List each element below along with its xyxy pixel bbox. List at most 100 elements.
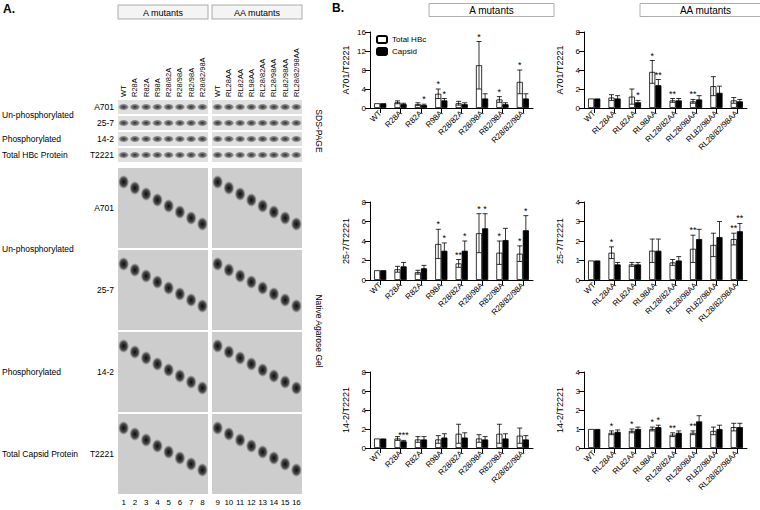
svg-text:14-2/T2221: 14-2/T2221 [555, 387, 565, 433]
svg-text:6: 6 [576, 47, 581, 56]
svg-text:2: 2 [133, 498, 138, 507]
svg-text:AA mutants: AA mutants [680, 5, 731, 16]
svg-text:*: * [422, 94, 426, 104]
svg-text:1: 1 [576, 425, 581, 434]
svg-text:**: ** [455, 250, 463, 260]
svg-text:2: 2 [576, 237, 581, 246]
svg-text:14-2/T2221: 14-2/T2221 [341, 387, 351, 433]
svg-text:2: 2 [576, 406, 581, 415]
svg-text:R28/82/98A: R28/82/98A [490, 108, 527, 145]
svg-text:***: *** [398, 430, 409, 440]
svg-text:A701/T2221: A701/T2221 [341, 45, 351, 94]
svg-text:WT: WT [582, 449, 597, 464]
svg-text:R28/82/98A: R28/82/98A [198, 57, 207, 97]
svg-text:*: * [518, 236, 522, 246]
svg-text:A701/T2221: A701/T2221 [555, 45, 565, 94]
svg-text:WT: WT [368, 109, 383, 124]
svg-text:2: 2 [362, 425, 367, 434]
svg-text:R28A: R28A [383, 280, 404, 301]
svg-text:*: * [436, 79, 440, 89]
svg-text:14-2: 14-2 [97, 367, 114, 377]
svg-text:25-7: 25-7 [97, 285, 114, 295]
svg-text:WT: WT [213, 85, 222, 97]
svg-text:*: * [650, 51, 654, 61]
svg-text:*: * [443, 233, 447, 243]
svg-text:12: 12 [357, 47, 366, 56]
svg-text:4: 4 [362, 406, 367, 415]
svg-text:3: 3 [576, 387, 581, 396]
svg-text:6: 6 [362, 217, 367, 226]
svg-text:A.: A. [3, 2, 15, 16]
svg-text:WT: WT [582, 109, 597, 124]
svg-text:6: 6 [362, 387, 367, 396]
svg-text:WT: WT [582, 281, 597, 296]
svg-text:A701: A701 [94, 203, 114, 213]
svg-text:0: 0 [576, 444, 581, 453]
svg-text:Total Capsid Protein: Total Capsid Protein [2, 449, 78, 459]
svg-text:Capsid: Capsid [392, 47, 417, 56]
svg-text:*: * [483, 204, 487, 214]
svg-text:0: 0 [362, 104, 367, 113]
svg-text:8: 8 [200, 498, 205, 507]
svg-text:*: * [636, 90, 640, 100]
svg-text:RL28/82/98AA: RL28/82/98AA [292, 48, 301, 97]
svg-text:**: ** [689, 421, 697, 431]
svg-text:Un-phosphorylated: Un-phosphorylated [2, 244, 74, 254]
svg-text:RL28/82/98AA: RL28/82/98AA [697, 448, 741, 492]
svg-text:**: ** [689, 89, 697, 99]
svg-text:R28A: R28A [383, 108, 404, 129]
svg-text:4: 4 [576, 368, 581, 377]
svg-text:R82A: R82A [142, 78, 151, 97]
svg-text:RL28/82/98AA: RL28/82/98AA [697, 280, 741, 324]
svg-text:R82/98A: R82/98A [187, 68, 196, 97]
svg-text:25-7: 25-7 [97, 118, 114, 128]
svg-text:RL28/82/98AA: RL28/82/98AA [697, 108, 741, 152]
svg-text:RL28AA: RL28AA [224, 69, 233, 97]
svg-text:A701: A701 [94, 102, 114, 112]
svg-text:R28/82A: R28/82A [164, 68, 173, 97]
svg-text:8: 8 [362, 66, 367, 75]
svg-text:15: 15 [281, 498, 290, 507]
svg-text:0: 0 [576, 104, 581, 113]
svg-text:25-7/T2221: 25-7/T2221 [555, 218, 565, 264]
svg-text:R82A: R82A [404, 448, 425, 469]
svg-text:16: 16 [292, 498, 301, 507]
svg-text:16: 16 [357, 28, 366, 37]
svg-text:14: 14 [269, 498, 278, 507]
svg-text:3: 3 [576, 217, 581, 226]
svg-text:12: 12 [247, 498, 256, 507]
svg-text:**: ** [736, 213, 744, 223]
svg-text:R28/98A: R28/98A [175, 68, 184, 97]
svg-text:R28A: R28A [130, 78, 139, 97]
svg-text:**: ** [730, 223, 738, 233]
svg-text:A mutants: A mutants [469, 5, 513, 16]
svg-text:2: 2 [576, 85, 581, 94]
svg-text:R82A: R82A [404, 280, 425, 301]
svg-text:*: * [463, 231, 467, 241]
svg-text:R28A: R28A [383, 448, 404, 469]
svg-text:RL28/98AA: RL28/98AA [269, 59, 278, 97]
svg-text:4: 4 [576, 198, 581, 207]
svg-text:Phosphorylated: Phosphorylated [2, 367, 61, 377]
svg-text:RL82/98AA: RL82/98AA [281, 59, 290, 97]
svg-text:Phosphorylated: Phosphorylated [2, 134, 61, 144]
svg-text:*: * [610, 237, 614, 247]
svg-text:*: * [498, 87, 502, 97]
svg-text:0: 0 [362, 444, 367, 453]
svg-text:*: * [436, 219, 440, 229]
svg-text:SDS-PAGE: SDS-PAGE [314, 109, 324, 153]
svg-text:5: 5 [166, 498, 171, 507]
svg-text:Total HBc: Total HBc [392, 35, 426, 44]
svg-text:4: 4 [155, 498, 160, 507]
svg-text:WT: WT [119, 85, 128, 97]
svg-text:R98A: R98A [153, 78, 162, 97]
svg-text:*: * [518, 60, 522, 70]
svg-text:14-2: 14-2 [97, 134, 114, 144]
svg-text:0: 0 [362, 276, 367, 285]
svg-text:*: * [650, 417, 654, 427]
svg-text:*: * [524, 206, 528, 216]
svg-text:1: 1 [121, 498, 126, 507]
svg-text:11: 11 [236, 498, 245, 507]
svg-text:**: ** [689, 225, 697, 235]
svg-text:*: * [498, 231, 502, 241]
